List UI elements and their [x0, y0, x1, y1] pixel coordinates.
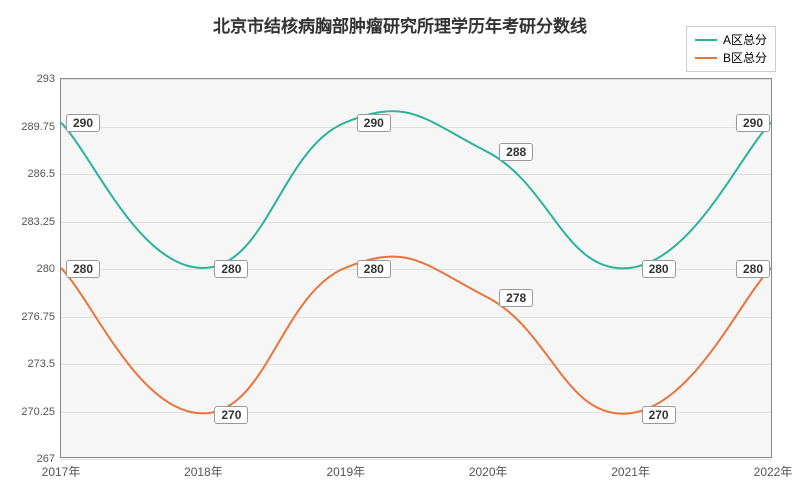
y-tick-label: 289.75: [21, 121, 55, 133]
legend-swatch-b: [695, 57, 717, 59]
data-label: 280: [736, 260, 770, 278]
series-line: [61, 111, 771, 268]
plot-area: 267270.25273.5276.75280283.25286.5289.75…: [60, 78, 772, 458]
data-label: 280: [214, 260, 248, 278]
gridline: [61, 459, 771, 460]
x-tick-label: 2019年: [326, 463, 365, 480]
legend-label-b: B区总分: [723, 49, 767, 67]
y-tick-label: 293: [37, 73, 55, 85]
chart-title: 北京市结核病胸部肿瘤研究所理学历年考研分数线: [0, 12, 800, 37]
series-line: [61, 257, 771, 414]
y-tick-label: 270.25: [21, 406, 55, 418]
legend: A区总分 B区总分: [686, 26, 776, 72]
data-label: 278: [499, 289, 533, 307]
data-label: 290: [736, 114, 770, 132]
x-tick-label: 2021年: [611, 463, 650, 480]
x-tick-label: 2017年: [42, 463, 81, 480]
x-tick-label: 2018年: [184, 463, 223, 480]
legend-swatch-a: [695, 39, 717, 41]
x-tick-label: 2020年: [469, 463, 508, 480]
y-tick-label: 286.5: [27, 168, 55, 180]
y-tick-label: 276.75: [21, 311, 55, 323]
y-tick-label: 280: [37, 263, 55, 275]
legend-label-a: A区总分: [723, 31, 767, 49]
data-label: 280: [357, 260, 391, 278]
data-label: 290: [357, 114, 391, 132]
data-label: 270: [642, 406, 676, 424]
data-label: 270: [214, 406, 248, 424]
chart-container: 北京市结核病胸部肿瘤研究所理学历年考研分数线 A区总分 B区总分 267270.…: [0, 0, 800, 500]
legend-item-a: A区总分: [695, 31, 767, 49]
y-tick-label: 273.5: [27, 358, 55, 370]
data-label: 280: [642, 260, 676, 278]
y-tick-label: 283.25: [21, 216, 55, 228]
data-label: 288: [499, 143, 533, 161]
data-label: 280: [66, 260, 100, 278]
x-tick-label: 2022年: [754, 463, 793, 480]
data-label: 290: [66, 114, 100, 132]
legend-item-b: B区总分: [695, 49, 767, 67]
